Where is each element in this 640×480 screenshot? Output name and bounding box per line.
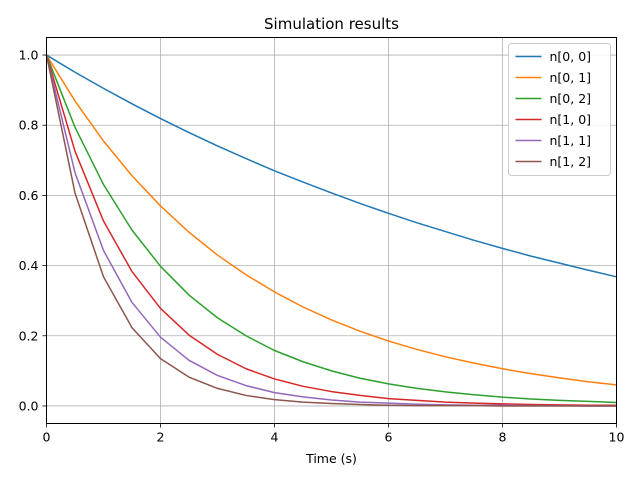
series-line-0 [46, 54, 617, 278]
y-axis-ticks: 0.0 0.2 0.4 0.6 0.8 1.0 [19, 48, 47, 413]
series-lines [45, 54, 617, 407]
x-tick-label: 8 [499, 430, 507, 445]
x-tick-label: 2 [157, 430, 165, 445]
chart-title: Simulation results [264, 15, 399, 33]
y-tick-label: 0.0 [19, 398, 39, 413]
legend-label-0: n[0, 0] [550, 49, 592, 64]
y-tick-label: 0.2 [19, 328, 39, 343]
legend-label-2: n[0, 2] [550, 91, 592, 106]
series-line-1 [45, 54, 617, 386]
legend-label-4: n[1, 1] [550, 133, 592, 148]
y-tick-label: 0.4 [19, 258, 39, 273]
x-axis-label: Time (s) [305, 451, 357, 466]
y-tick-label: 1.0 [19, 48, 39, 63]
legend: n[0, 0] n[0, 1] n[0, 2] n[1, 0] n[1, 1] n[1, … [508, 43, 611, 176]
plot-frame [46, 37, 617, 424]
y-tick-label: 0.6 [19, 188, 39, 203]
legend-label-3: n[1, 0] [550, 112, 592, 127]
legend-label-5: n[1, 2] [550, 154, 592, 169]
series-line-2 [45, 54, 617, 404]
x-tick-label: 4 [271, 430, 279, 445]
legend-label-1: n[0, 1] [550, 70, 592, 85]
x-tick-label: 10 [609, 430, 625, 445]
x-tick-label: 0 [43, 430, 51, 445]
series-line-3 [45, 54, 617, 406]
x-axis-ticks: 0 2 4 6 8 10 [43, 423, 625, 445]
series-line-5 [45, 54, 617, 407]
x-tick-label: 6 [385, 430, 393, 445]
y-tick-label: 0.8 [19, 118, 39, 133]
legend-box [508, 43, 611, 176]
